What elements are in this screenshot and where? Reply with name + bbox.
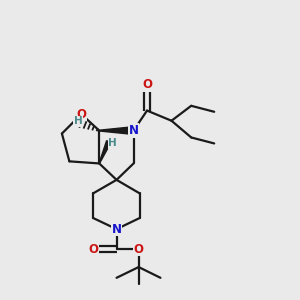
Text: N: N	[129, 124, 139, 137]
Text: H: H	[108, 138, 117, 148]
Polygon shape	[99, 141, 111, 164]
Text: O: O	[134, 243, 144, 256]
Text: O: O	[142, 78, 152, 92]
Text: O: O	[88, 243, 98, 256]
Text: O: O	[76, 108, 86, 121]
Text: N: N	[112, 223, 122, 236]
Text: H: H	[74, 116, 83, 126]
Polygon shape	[99, 127, 134, 134]
